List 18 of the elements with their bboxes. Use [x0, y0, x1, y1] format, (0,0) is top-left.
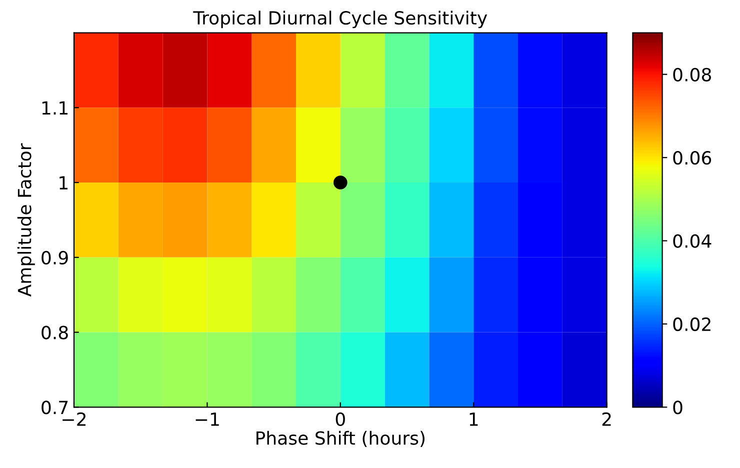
color-bar-label: 0 — [673, 400, 682, 414]
y-tick-label: 0.8 — [42, 326, 68, 340]
y-axis-title: Amplitude Factor — [17, 143, 35, 297]
y-tick-label: 1 — [60, 176, 68, 190]
color-bar-label: 0.02 — [673, 317, 710, 332]
y-tick-label: 0.7 — [42, 400, 68, 414]
y-tick-label: 1.1 — [42, 101, 68, 114]
color-bar-label: 0.08 — [673, 68, 711, 82]
chart-title: Tropical Diurnal Cycle Sensitivity — [193, 10, 488, 28]
x-tick-label: 0 — [336, 412, 345, 426]
x-tick-label: −2 — [62, 412, 86, 426]
x-axis-title: Phase Shift (hours) — [256, 430, 424, 447]
color-bar-label: 0.04 — [673, 234, 712, 248]
x-tick-label: −1 — [196, 412, 219, 426]
y-tick-label: 0.9 — [42, 250, 68, 265]
color-bar-label: 0.06 — [673, 151, 712, 165]
x-tick-label: 1 — [470, 412, 478, 426]
x-tick-label: 2 — [602, 412, 611, 426]
